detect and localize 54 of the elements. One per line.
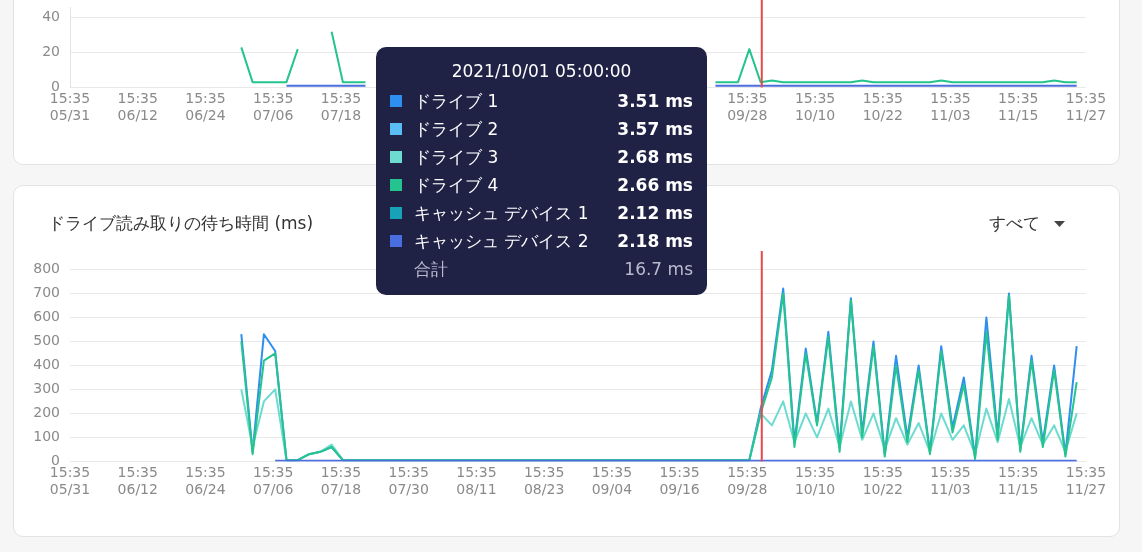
x-tick-label: 15:35 07/30 (388, 464, 429, 498)
x-tick-label: 15:35 09/28 (727, 464, 768, 498)
legend-label: ドライブ 4 (414, 173, 500, 197)
y-tick-label: 20 (42, 43, 60, 60)
x-tick-label: 15:35 09/04 (591, 464, 633, 498)
x-tick-label: 15:35 11/27 (1065, 90, 1107, 124)
x-tick-label: 15:35 07/18 (320, 464, 362, 498)
x-tick-label: 15:35 08/23 (523, 464, 565, 498)
y-tick-label: 300 (33, 380, 60, 397)
x-tick-label: 15:35 06/12 (117, 90, 158, 124)
y-tick-label: 500 (33, 332, 60, 349)
x-tick-label: 15:35 09/16 (659, 464, 700, 498)
y-tick-label: 700 (33, 284, 60, 301)
x-tick-label: 15:35 08/11 (456, 464, 497, 498)
x-tick-label: 15:35 11/27 (1065, 464, 1107, 498)
text: 2.12 ms (617, 203, 693, 223)
x-tick-label: 15:35 11/15 (998, 464, 1039, 498)
y-tick-label: 800 (33, 260, 60, 277)
y-tick-label: 400 (33, 356, 60, 373)
x-tick-label: 15:35 10/22 (862, 90, 903, 124)
x-tick-label: 15:35 11/03 (930, 464, 971, 498)
x-tick-label: 15:35 07/06 (253, 464, 294, 498)
text: すべて (989, 212, 1040, 235)
annotation: 合計 (414, 257, 449, 281)
y-tick-label: 40 (42, 8, 60, 25)
legend-label: ドライブ 2 (414, 117, 500, 141)
chart-title: ドライブ読み取りの待ち時間 (ms) (48, 212, 314, 235)
x-tick-label: 15:35 09/28 (727, 90, 768, 124)
text: 3.57 ms (617, 119, 693, 139)
x-tick-label: 15:35 10/10 (794, 90, 836, 124)
y-tick-label: 100 (33, 428, 60, 445)
legend-label: キャッシュ デバイス 1 (414, 201, 590, 225)
legend-label: ドライブ 3 (414, 145, 500, 169)
x-tick-label: 15:35 05/31 (49, 464, 91, 498)
legend-label: キャッシュ デバイス 2 (414, 229, 590, 253)
x-tick-label: 15:35 06/24 (185, 464, 226, 498)
x-tick-label: 15:35 07/06 (253, 90, 294, 124)
text: 2.18 ms (617, 231, 693, 251)
x-tick-label: 15:35 07/18 (320, 90, 362, 124)
y-tick-label: 600 (33, 308, 60, 325)
text: 2.68 ms (617, 147, 693, 167)
text: 3.51 ms (617, 91, 693, 111)
x-tick-label: 15:35 10/22 (862, 464, 903, 498)
text: 2.66 ms (617, 175, 693, 195)
x-tick-label: 15:35 11/03 (930, 90, 971, 124)
annotation: 2021/10/01 05:00:00 (450, 61, 633, 81)
x-tick-label: 15:35 06/12 (117, 464, 158, 498)
x-tick-label: 15:35 05/31 (49, 90, 91, 124)
x-tick-label: 15:35 11/15 (998, 90, 1039, 124)
legend-label: ドライブ 1 (414, 89, 500, 113)
y-tick-label: 200 (33, 404, 60, 421)
x-tick-label: 15:35 06/24 (185, 90, 226, 124)
annotation: 16.7 ms (624, 259, 693, 279)
x-tick-label: 15:35 10/10 (794, 464, 836, 498)
